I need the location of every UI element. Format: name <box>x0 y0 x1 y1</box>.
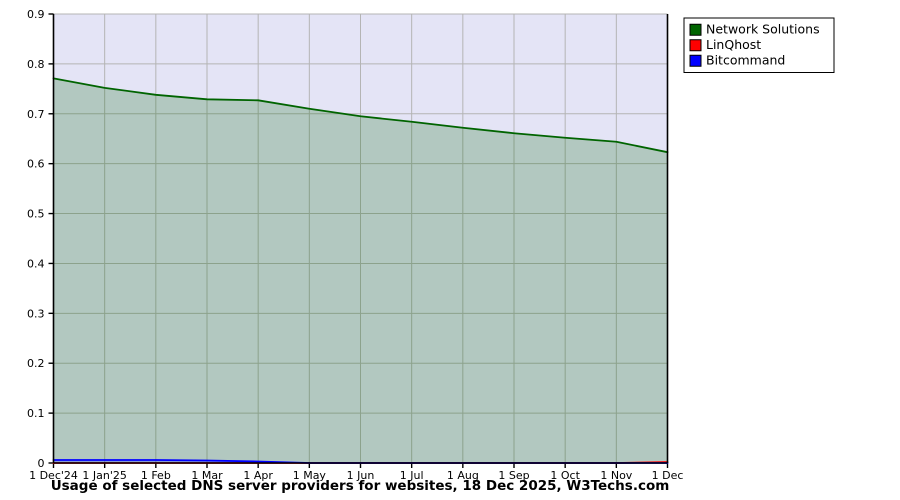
y-axis-ticks: 0 0.1 0.2 0.3 0.4 0.5 0.6 0.7 0.8 0.9 <box>27 8 54 470</box>
y-tick-label: 0.4 <box>27 257 45 270</box>
legend-swatch-linqhost <box>689 39 702 52</box>
y-tick-label: 0.3 <box>27 307 45 320</box>
y-tick-label: 0.2 <box>27 357 45 370</box>
legend-label-network-solutions: Network Solutions <box>706 21 820 36</box>
legend-swatch-network-solutions <box>689 23 702 36</box>
y-tick-label: 0.9 <box>27 8 45 21</box>
legend-label-bitcommand: Bitcommand <box>706 52 785 67</box>
x-tick-label: 1 Dec'24 <box>29 469 78 482</box>
y-tick-label: 0.5 <box>27 208 45 221</box>
x-tick-label: 1 Dec <box>652 469 684 482</box>
legend-swatch-bitcommand <box>689 54 702 67</box>
x-tick-label: 1 Feb <box>141 469 171 482</box>
y-tick-label: 0.8 <box>27 58 45 71</box>
x-axis-ticks: 1 Dec'24 1 Jan'25 1 Feb 1 Mar 1 Apr 1 May 1 Ju… <box>29 463 683 482</box>
grid-lines <box>53 13 668 463</box>
x-tick-label: 1 Apr <box>243 469 273 482</box>
y-tick-label: 0.7 <box>27 108 45 121</box>
x-tick-label: 1 May <box>293 469 327 482</box>
x-tick-label: 1 Mar <box>191 469 223 482</box>
chart-title: Usage of selected DNS server providers f… <box>51 478 670 494</box>
x-tick-label: 1 Jan'25 <box>82 469 126 482</box>
legend-label-linqhost: LinQhost <box>706 37 761 52</box>
x-tick-label: 1 Aug <box>447 469 479 482</box>
x-tick-label: 1 Nov <box>600 469 632 482</box>
x-tick-label: 1 Oct <box>550 469 580 482</box>
y-tick-label: 0.1 <box>27 407 45 420</box>
x-tick-label: 1 Jun <box>347 469 375 482</box>
series-line-network-solutions <box>52 77 669 154</box>
series-area-network-solutions <box>53 78 668 464</box>
x-tick-label: 1 Sep <box>498 469 529 482</box>
y-tick-label: 0.6 <box>27 158 45 171</box>
legend-box <box>683 17 835 73</box>
x-tick-label: 1 Jul <box>400 469 424 482</box>
y-tick-label: 0 <box>38 457 45 470</box>
